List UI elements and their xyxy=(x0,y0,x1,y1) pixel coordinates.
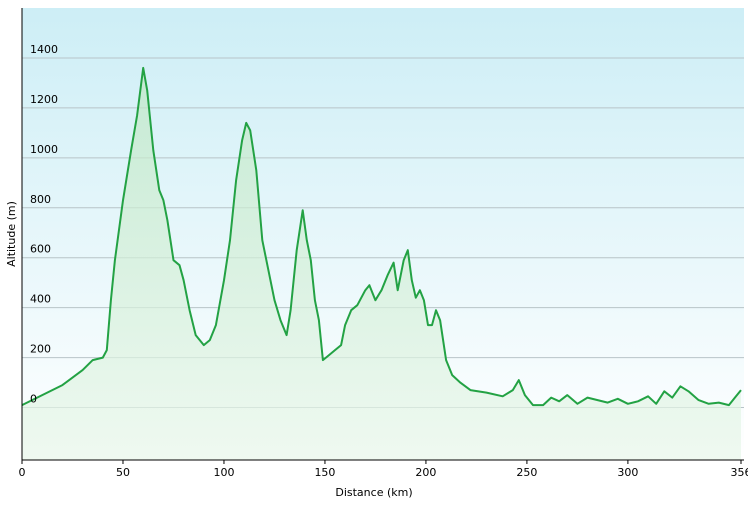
y-axis-label: Altitude (m) xyxy=(5,201,18,267)
x-tick-label: 300 xyxy=(617,466,638,479)
y-tick-label: 200 xyxy=(30,343,51,356)
x-tick-label: 100 xyxy=(213,466,234,479)
x-axis-label: Distance (km) xyxy=(335,486,412,499)
x-tick-label: 200 xyxy=(415,466,436,479)
y-tick-label: 400 xyxy=(30,293,51,306)
x-tick-label: 50 xyxy=(116,466,130,479)
x-tick-label: 150 xyxy=(314,466,335,479)
x-tick-label: 0 xyxy=(19,466,26,479)
x-tick-label: 356 xyxy=(731,466,748,479)
x-tick-label: 250 xyxy=(516,466,537,479)
y-tick-label: 0 xyxy=(30,393,37,406)
y-tick-label: 1200 xyxy=(30,93,58,106)
y-tick-label: 1000 xyxy=(30,143,58,156)
y-tick-label: 1400 xyxy=(30,43,58,56)
y-tick-label: 800 xyxy=(30,193,51,206)
y-tick-label: 600 xyxy=(30,243,51,256)
